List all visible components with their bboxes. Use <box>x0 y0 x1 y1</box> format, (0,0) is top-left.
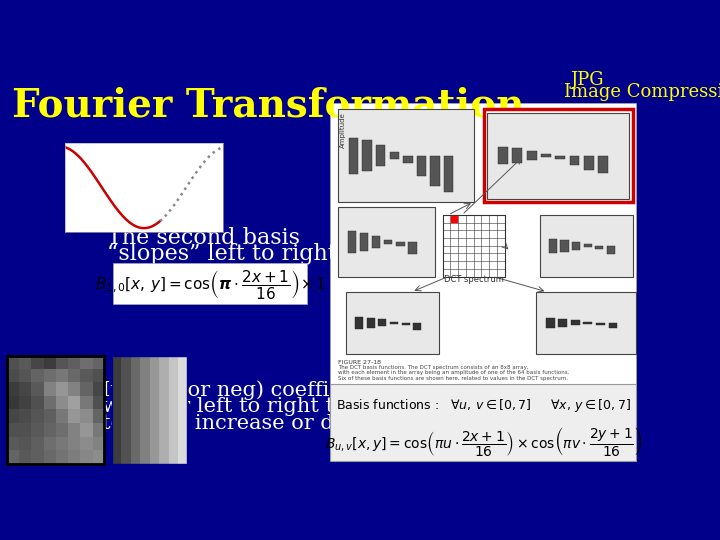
Bar <box>546 318 554 328</box>
Bar <box>372 236 380 248</box>
Bar <box>378 319 387 326</box>
Bar <box>355 316 363 329</box>
Bar <box>330 103 636 388</box>
Bar <box>113 264 307 303</box>
Text: Its (pos or neg) coefficient gives: Its (pos or neg) coefficient gives <box>102 381 444 400</box>
Bar <box>560 240 569 252</box>
Bar <box>402 323 410 325</box>
Bar <box>484 110 632 202</box>
Bar <box>417 156 426 176</box>
Bar <box>570 156 580 165</box>
Bar <box>527 151 536 160</box>
Bar <box>338 110 474 202</box>
Bar <box>571 320 580 326</box>
Text: JPG: JPG <box>570 71 604 89</box>
Text: Basis functions :   $\forall u,\, v \in [0,7]$     $\forall x,\, y \in [0,7]$: Basis functions : $\forall u,\, v \in [0… <box>336 397 631 414</box>
Text: tends to increase or decrease.: tends to increase or decrease. <box>102 414 422 434</box>
Bar <box>360 233 368 251</box>
Bar <box>403 156 413 163</box>
Text: Amplitude: Amplitude <box>340 112 346 148</box>
Bar <box>596 323 605 325</box>
Text: “slopes” left to right: “slopes” left to right <box>107 244 337 266</box>
Bar <box>413 323 421 329</box>
Bar <box>443 215 505 276</box>
Bar <box>595 246 603 248</box>
Text: FIGURE 27-18: FIGURE 27-18 <box>338 360 381 365</box>
Bar <box>549 239 557 253</box>
Bar <box>608 323 618 328</box>
Bar <box>349 138 359 174</box>
Bar <box>555 156 565 159</box>
Text: DCT spectrum: DCT spectrum <box>444 275 503 284</box>
Bar <box>539 215 632 276</box>
Bar <box>346 292 438 354</box>
Bar <box>396 242 405 246</box>
Bar <box>390 321 398 324</box>
Bar <box>376 145 385 166</box>
Text: Fourier Transformation: Fourier Transformation <box>12 86 524 124</box>
Bar <box>572 241 580 250</box>
Bar <box>408 242 417 254</box>
Bar <box>541 154 551 157</box>
Bar <box>487 112 629 199</box>
Bar <box>584 156 594 170</box>
Bar <box>536 292 636 354</box>
Text: $B_{u,v}[x,y]=\cos\!\left(\pi u\cdot\dfrac{2x+1}{16}\right)\times\cos\!\left(\pi: $B_{u,v}[x,y]=\cos\!\left(\pi u\cdot\dfr… <box>325 425 642 458</box>
Bar <box>338 207 435 276</box>
Text: Image Compression: Image Compression <box>564 83 720 102</box>
Bar <box>584 244 592 247</box>
Bar <box>348 231 356 253</box>
Bar <box>390 152 399 159</box>
Bar <box>362 140 372 171</box>
Bar <box>366 318 375 328</box>
Bar <box>431 156 440 186</box>
Bar <box>583 322 593 323</box>
Text: with each element in the array being an amplitude of one of the 64 basis functio: with each element in the array being an … <box>338 370 570 375</box>
Bar <box>444 156 454 192</box>
Bar <box>330 384 636 461</box>
Bar <box>513 148 523 163</box>
Bar <box>558 319 567 327</box>
Bar <box>384 240 392 244</box>
Text: The DCT basis functions. The DCT spectrum consists of an 8x8 array,: The DCT basis functions. The DCT spectru… <box>338 365 528 370</box>
Text: The second basis: The second basis <box>107 226 300 248</box>
Bar <box>498 147 508 164</box>
Bar <box>607 246 615 254</box>
Text: Six of these basis functions are shown here, related to values in the DCT spectr: Six of these basis functions are shown h… <box>338 376 568 381</box>
Text: whether left to right the value: whether left to right the value <box>102 397 423 416</box>
Text: $B_{1,0}[x,\,y]=\cos\!\left(\boldsymbol{\pi}\cdot\dfrac{2x+1}{16}\right)\!\times: $B_{1,0}[x,\,y]=\cos\!\left(\boldsymbol{… <box>94 268 325 301</box>
Bar <box>598 156 608 173</box>
